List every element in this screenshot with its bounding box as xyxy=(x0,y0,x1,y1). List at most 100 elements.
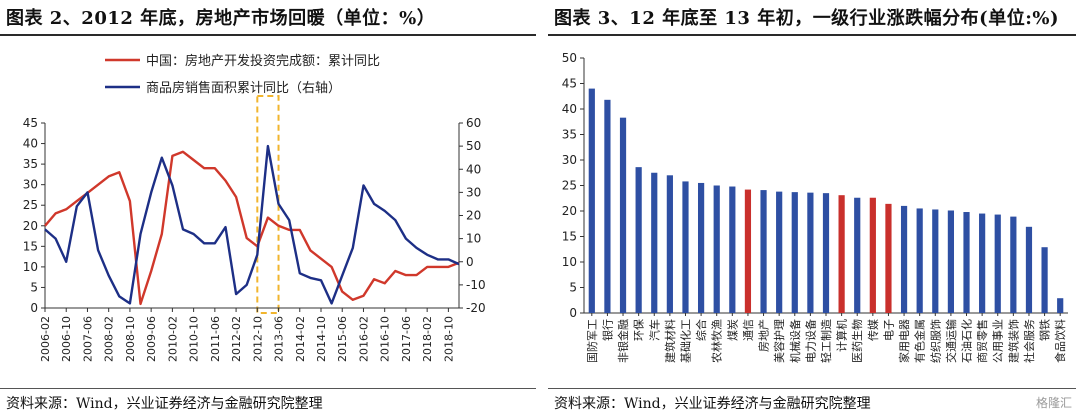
industry-label: 环保 xyxy=(632,319,646,341)
industry-label: 社会服务 xyxy=(1022,319,1036,363)
bar-y-tick-label: 45 xyxy=(562,77,577,91)
right-y-tick-label: -10 xyxy=(466,278,486,292)
industry-bar xyxy=(760,190,767,313)
bar-y-tick-label: 25 xyxy=(562,179,577,193)
watermark-logo: 格隆汇 xyxy=(1035,396,1072,410)
x-tick-label: 2010-10 xyxy=(188,316,201,362)
industry-label: 钢铁 xyxy=(1039,319,1052,341)
left-y-tick-label: 5 xyxy=(30,280,38,294)
industry-label: 建筑材料 xyxy=(663,319,677,363)
right-y-tick-label: 0 xyxy=(466,255,474,269)
industry-label: 有色金属 xyxy=(913,319,927,363)
industry-bar xyxy=(932,209,939,313)
right-chart-title: 图表 3、12 年底至 13 年初，一级行业涨跌幅分布(单位:%) xyxy=(554,8,1059,29)
left-y-tick-label: 0 xyxy=(30,301,38,315)
x-tick-label: 2009-06 xyxy=(145,316,158,362)
bar-y-tick-label: 5 xyxy=(569,281,577,295)
industry-label: 公用事业 xyxy=(992,319,1005,363)
industry-bar xyxy=(619,117,627,313)
industry-bar xyxy=(994,214,1001,313)
industry-label: 银行 xyxy=(600,319,614,341)
investment-series-line xyxy=(44,150,460,306)
x-tick-label: 2018-10 xyxy=(442,316,455,362)
industry-bar xyxy=(666,175,673,313)
industry-bar xyxy=(744,189,752,313)
industry-bar xyxy=(1025,226,1033,313)
right-y-tick-label: 10 xyxy=(466,232,481,246)
x-tick-label: 2015-06 xyxy=(336,316,349,362)
industry-bar xyxy=(1010,216,1017,313)
industry-bar xyxy=(979,213,986,313)
industry-label: 食品饮料 xyxy=(1053,319,1067,363)
real-estate-line-chart: 0 5 10 15 20 25 30 35 40 45 -20 -10 0 10 20 30 40 50 60 200… xyxy=(23,53,486,362)
right-source-rule xyxy=(548,388,1076,389)
x-tick-label: 2008-10 xyxy=(124,316,137,362)
industry-label: 电子 xyxy=(882,319,895,341)
industry-label: 计算机 xyxy=(835,319,849,352)
industry-bar xyxy=(947,210,955,313)
industry-bar xyxy=(822,193,830,313)
industry-bar xyxy=(729,186,736,313)
x-tick-label: 2014-02 xyxy=(294,316,307,362)
left-y-tick-label: 10 xyxy=(23,260,38,274)
industry-label: 交通运输 xyxy=(944,319,958,363)
x-tick-label: 2006-02 xyxy=(39,316,52,362)
industry-label: 医药生物 xyxy=(850,319,864,363)
industry-label: 电力设备 xyxy=(803,319,817,363)
right-y-tick-label: 20 xyxy=(466,209,481,223)
left-chart-source: 资料来源：Wind，兴业证券经济与金融研究院整理 xyxy=(6,396,323,412)
left-panel: 图表 2、2012 年底，房地产市场回暖（单位：%） 0 5 10 15 20 25 30 3… xyxy=(0,8,536,412)
x-tick-label: 2016-02 xyxy=(357,316,370,362)
x-tick-label: 2014-10 xyxy=(315,316,328,362)
bar-y-tick-label: 30 xyxy=(562,153,577,167)
industry-bar xyxy=(697,182,705,313)
legend-label: 商品房销售面积累计同比（右轴） xyxy=(146,80,341,96)
left-title-rule xyxy=(0,34,536,36)
industry-label: 通信 xyxy=(742,319,755,341)
industry-bar xyxy=(838,195,845,313)
x-tick-label: 2017-06 xyxy=(400,316,413,362)
industry-label: 国防军工 xyxy=(585,319,599,363)
industry-bar xyxy=(854,197,861,313)
industry-bar xyxy=(1057,298,1064,313)
x-tick-label: 2018-02 xyxy=(421,316,434,362)
industry-bar xyxy=(682,181,689,313)
left-y-tick-label: 30 xyxy=(23,178,38,192)
industry-label: 商贸零售 xyxy=(975,319,989,363)
industry-bar xyxy=(604,99,611,313)
sales-area-series-line xyxy=(44,144,460,305)
left-y-tick-label: 25 xyxy=(23,198,38,212)
industry-bar xyxy=(588,88,595,313)
industry-bar-chart: 0 5 10 15 20 25 30 35 40 45 50 国防军工 银行 非银金融 环保 汽车 建筑材料 基础… xyxy=(562,51,1068,363)
x-tick-label: 2012-10 xyxy=(251,316,264,362)
industry-label: 纺织服饰 xyxy=(928,319,942,363)
industry-label: 轻工制造 xyxy=(819,319,833,363)
industry-label: 农林牧渔 xyxy=(710,319,724,363)
industry-bar xyxy=(869,197,876,313)
industry-label: 美容护理 xyxy=(772,319,786,363)
left-y-tick-label: 35 xyxy=(23,157,38,171)
left-chart-title: 图表 2、2012 年底，房地产市场回暖（单位：%） xyxy=(6,8,436,29)
bar-y-tick-label: 15 xyxy=(562,230,577,244)
right-y-tick-label: 50 xyxy=(466,139,481,153)
industry-label: 建筑装饰 xyxy=(1006,319,1020,363)
left-y-tick-label: 20 xyxy=(23,219,38,233)
right-chart-source: 资料来源：Wind，兴业证券经济与金融研究院整理 xyxy=(554,396,871,412)
left-y-tick-label: 15 xyxy=(23,239,38,253)
industry-bar xyxy=(1041,247,1048,313)
industry-label: 机械设备 xyxy=(788,319,802,363)
industry-bar xyxy=(900,205,908,313)
industry-bar xyxy=(963,212,970,313)
industry-label: 非银金融 xyxy=(616,319,630,363)
bar-y-tick-label: 10 xyxy=(562,255,577,269)
industry-bar xyxy=(635,167,642,313)
highlight-region-box xyxy=(256,95,280,314)
industry-label: 家用电器 xyxy=(897,319,911,363)
industry-label: 综合 xyxy=(694,319,708,341)
left-y-tick-label: 45 xyxy=(23,116,38,130)
industry-bar xyxy=(791,192,798,313)
industry-label: 房地产 xyxy=(757,319,771,352)
bar-y-tick-label: 50 xyxy=(562,51,577,65)
industry-label: 传媒 xyxy=(867,319,880,341)
left-y-tick-label: 40 xyxy=(23,137,38,151)
